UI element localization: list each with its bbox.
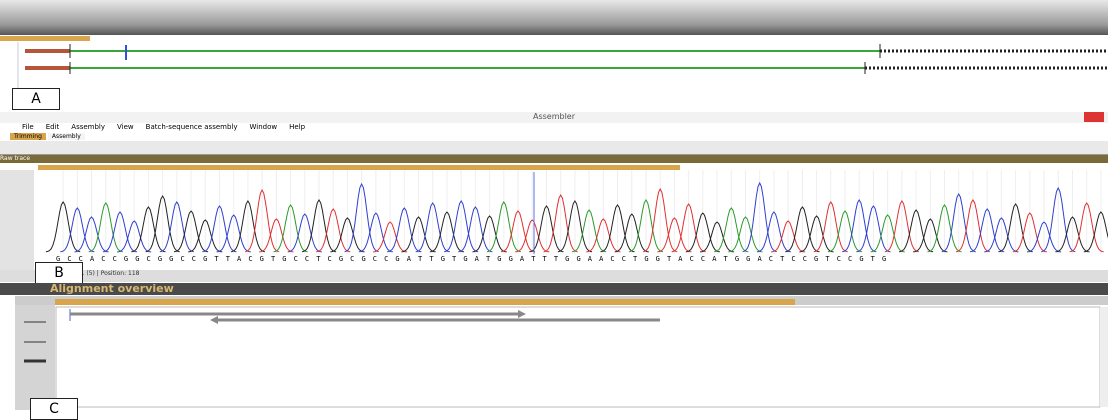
overview-header: Alignment overview xyxy=(0,283,1108,295)
panel-label: C xyxy=(30,398,78,420)
top-bar xyxy=(0,0,1108,35)
overview-title: Alignment overview xyxy=(50,282,174,295)
overview-area xyxy=(0,305,1108,410)
menu-item[interactable]: File xyxy=(22,123,34,131)
window-title: Assembler xyxy=(533,112,575,121)
trace-peak xyxy=(1084,212,1108,252)
toolbar xyxy=(0,141,1108,155)
menu-item[interactable]: Edit xyxy=(46,123,60,131)
menu-bar: File Edit Assembly View Batch-sequence assem… xyxy=(22,123,317,132)
menu-item[interactable]: Batch-sequence assembly xyxy=(146,123,238,131)
trace-header: Raw trace xyxy=(0,155,1108,163)
chromatogram xyxy=(34,170,1108,256)
overview-canvas xyxy=(56,307,1100,407)
menu-item[interactable]: View xyxy=(117,123,134,131)
menu-item[interactable]: Assembly xyxy=(71,123,105,131)
panel-label: B xyxy=(35,262,83,284)
tab[interactable]: Trimming xyxy=(10,133,46,140)
status-position: Position: 118 xyxy=(101,270,140,277)
track xyxy=(25,62,1108,74)
title-bar: Assembler xyxy=(0,112,1108,123)
assembly-tracks xyxy=(0,42,1108,88)
progress-bar xyxy=(0,36,90,41)
tab[interactable]: Assembly xyxy=(48,133,85,140)
side-toolbar xyxy=(0,170,34,270)
side-icons xyxy=(24,322,46,361)
menu-item[interactable]: Window xyxy=(250,123,278,131)
sequence: GCCACCGGCGGCCGTTACGTGCCTCGCGCCGATTGTGATG… xyxy=(56,255,1108,264)
scrollbar[interactable] xyxy=(1100,307,1108,407)
panel-label: A xyxy=(12,88,60,110)
screenshot: A Assembler File Edit Assembly View Batch-se… xyxy=(0,0,1108,410)
menu-item[interactable]: Help xyxy=(289,123,305,131)
close-button[interactable] xyxy=(1084,112,1104,122)
trace-title: Raw trace xyxy=(0,155,30,162)
status-bar: FSA.ab1 (5) | Position: 118 xyxy=(0,270,1108,282)
track xyxy=(25,44,1108,58)
